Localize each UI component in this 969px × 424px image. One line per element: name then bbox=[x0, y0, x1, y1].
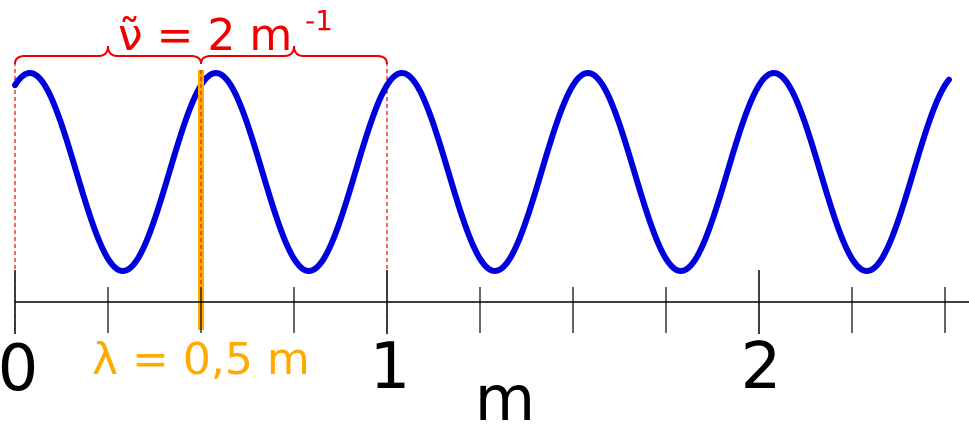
wavenumber-brace-right bbox=[200, 45, 388, 65]
axis-ticks bbox=[14, 270, 946, 334]
wavenumber-brace-left bbox=[14, 45, 202, 65]
wavelength-label: λ = 0,5 m bbox=[92, 334, 310, 385]
tick-label-0: 0 bbox=[0, 332, 38, 406]
tick-label-2: 2 bbox=[741, 330, 782, 404]
wavenumber-exponent: -1 bbox=[305, 4, 333, 37]
sine-wave bbox=[12, 69, 952, 275]
wavenumber-label: ν̃ = 2 m bbox=[118, 10, 292, 61]
axis-unit-label: m bbox=[475, 362, 535, 424]
tick-label-1: 1 bbox=[370, 330, 411, 404]
